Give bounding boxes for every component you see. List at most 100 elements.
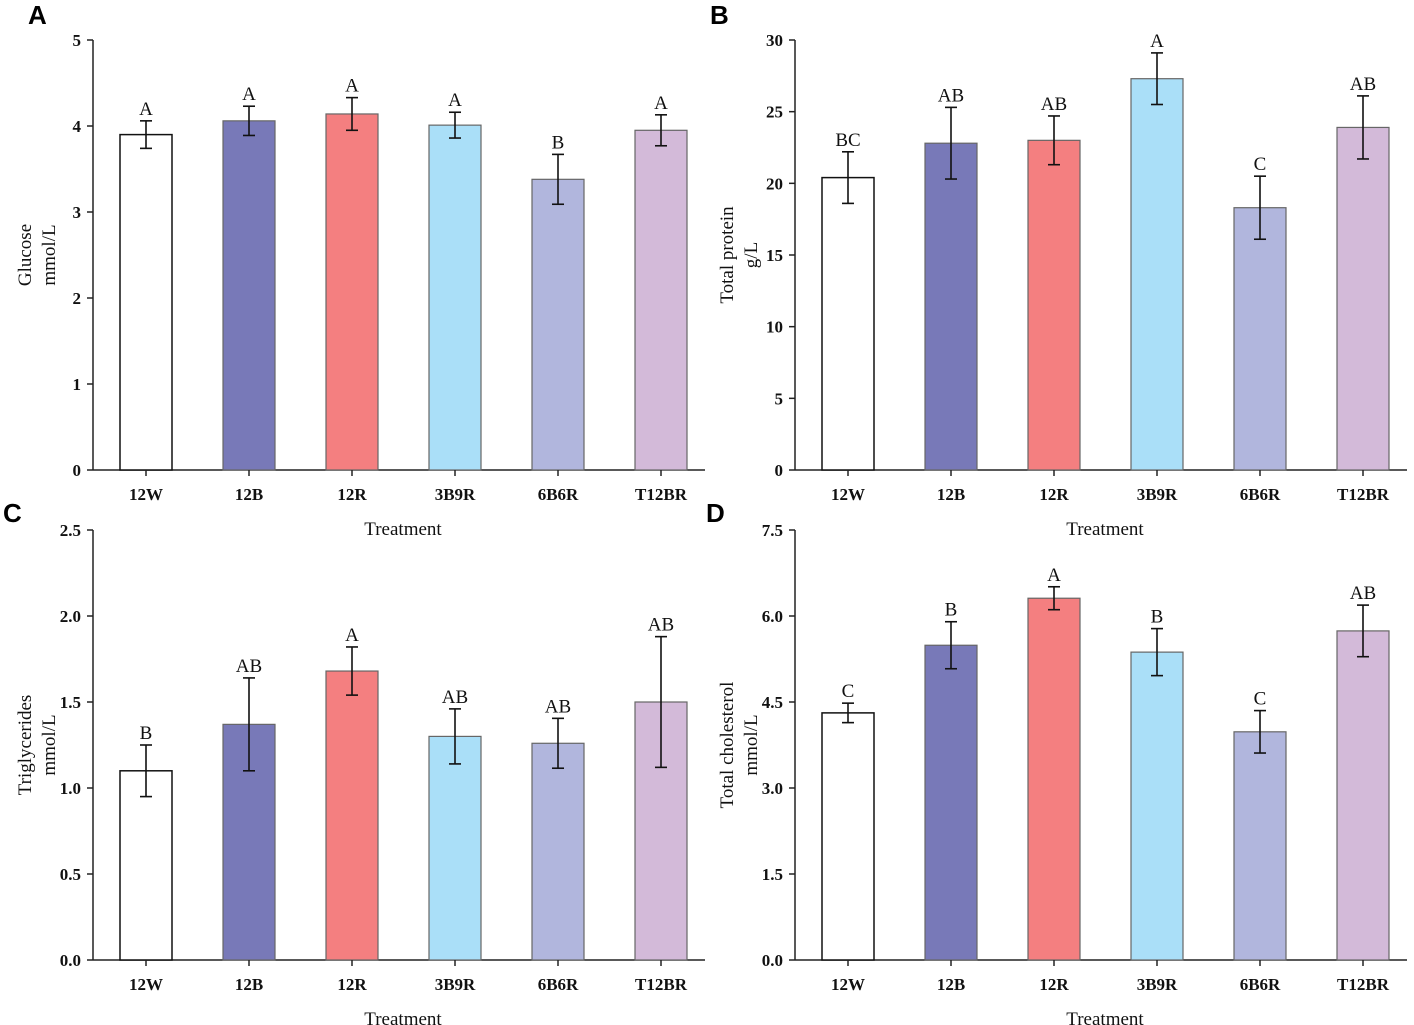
y-tick-label: 0.0 bbox=[60, 951, 81, 970]
bar-6b6r bbox=[1233, 207, 1287, 471]
x-tick-label: 6B6R bbox=[538, 485, 579, 504]
bar-12w bbox=[119, 770, 173, 961]
x-axis-label: Treatment bbox=[1066, 1009, 1144, 1025]
y-tick-label: 4 bbox=[73, 117, 82, 136]
panel-letter: B bbox=[710, 0, 729, 30]
x-tick-label: 12B bbox=[937, 485, 965, 504]
y-axis-label: mmol/L bbox=[741, 714, 762, 775]
y-axis-label: mmol/L bbox=[39, 224, 60, 285]
bar-t12br bbox=[1336, 630, 1390, 961]
y-tick-label: 1.0 bbox=[60, 779, 81, 798]
x-tick-label: 12R bbox=[1039, 485, 1069, 504]
bar-12b bbox=[222, 120, 276, 471]
x-tick-label: 3B9R bbox=[1137, 975, 1178, 994]
bar-t12br bbox=[634, 129, 688, 471]
x-tick-label: 12B bbox=[937, 975, 965, 994]
x-tick-label: 6B6R bbox=[1240, 975, 1281, 994]
panel-letter: D bbox=[706, 498, 725, 528]
significance-label: AB bbox=[236, 656, 262, 677]
bar-12w bbox=[821, 712, 875, 961]
x-tick-label: T12BR bbox=[635, 975, 688, 994]
significance-label: AB bbox=[442, 687, 468, 708]
bar-3b9r bbox=[428, 124, 482, 471]
y-tick-label: 20 bbox=[766, 174, 783, 193]
x-tick-label: 12R bbox=[337, 485, 367, 504]
bar-12r bbox=[325, 113, 379, 471]
significance-label: B bbox=[945, 600, 958, 621]
bar-3b9r bbox=[1130, 78, 1184, 471]
panel-c: C 0.0 0.5 1.0 1.5 2.0 2.5 Triglycerides mmol/L Tr… bbox=[3, 498, 705, 1025]
significance-label: C bbox=[842, 681, 855, 702]
x-axis-label: Treatment bbox=[364, 1009, 442, 1025]
y-axis-label: Glucose bbox=[15, 224, 36, 286]
significance-label: AB bbox=[1041, 94, 1067, 115]
y-tick-label: 0 bbox=[775, 461, 784, 480]
significance-label: AB bbox=[938, 85, 964, 106]
x-tick-label: 12W bbox=[129, 485, 163, 504]
panel-d: D 0.0 1.5 3.0 4.5 6.0 7.5 Total cholesterol mmol… bbox=[706, 498, 1407, 1025]
significance-label: B bbox=[552, 132, 565, 153]
x-axis-label: Treatment bbox=[1066, 519, 1144, 540]
significance-label: A bbox=[1047, 565, 1061, 586]
bar-12w bbox=[119, 133, 173, 471]
y-tick-label: 10 bbox=[766, 318, 783, 337]
bar-6b6r bbox=[1233, 731, 1287, 961]
y-axis-label: Triglycerides bbox=[15, 695, 36, 796]
x-tick-label: 12R bbox=[1039, 975, 1069, 994]
x-tick-label: 12B bbox=[235, 485, 263, 504]
bar-t12br bbox=[1336, 126, 1390, 471]
significance-label: A bbox=[448, 90, 462, 111]
bar-12b bbox=[924, 142, 978, 471]
y-tick-label: 5 bbox=[73, 31, 82, 50]
x-tick-label: T12BR bbox=[1337, 485, 1390, 504]
significance-label: A bbox=[242, 84, 256, 105]
panel-letter: C bbox=[3, 498, 22, 528]
significance-label: A bbox=[1150, 31, 1164, 52]
x-tick-label: 6B6R bbox=[1240, 485, 1281, 504]
y-tick-label: 0.0 bbox=[762, 951, 783, 970]
bar-12r bbox=[1027, 597, 1081, 961]
x-tick-label: T12BR bbox=[1337, 975, 1390, 994]
y-tick-label: 4.5 bbox=[762, 693, 783, 712]
bar-3b9r bbox=[428, 735, 482, 961]
significance-label: AB bbox=[1350, 583, 1376, 604]
significance-label: A bbox=[139, 99, 153, 120]
y-tick-label: 3 bbox=[73, 203, 82, 222]
y-tick-label: 3.0 bbox=[762, 779, 783, 798]
significance-label: B bbox=[1151, 607, 1164, 628]
y-tick-label: 1.5 bbox=[762, 865, 783, 884]
x-tick-label: 12W bbox=[831, 485, 865, 504]
bar-12r bbox=[1027, 139, 1081, 471]
y-axis-label: Total cholesterol bbox=[717, 682, 738, 809]
significance-label: A bbox=[345, 625, 359, 646]
x-tick-label: 3B9R bbox=[435, 485, 476, 504]
x-axis-label: Treatment bbox=[364, 519, 442, 540]
x-tick-label: 12W bbox=[831, 975, 865, 994]
bar-6b6r bbox=[531, 178, 585, 471]
x-tick-label: 12R bbox=[337, 975, 367, 994]
significance-label: A bbox=[654, 93, 668, 114]
bar-12b bbox=[924, 644, 978, 961]
y-tick-label: 7.5 bbox=[762, 521, 783, 540]
bar-12r bbox=[325, 670, 379, 961]
y-axis-label: g/L bbox=[741, 242, 762, 268]
y-tick-label: 0.5 bbox=[60, 865, 81, 884]
significance-label: AB bbox=[648, 615, 674, 636]
significance-label: AB bbox=[545, 696, 571, 717]
y-tick-label: 0 bbox=[73, 461, 82, 480]
x-tick-label: 12W bbox=[129, 975, 163, 994]
y-tick-label: 2 bbox=[73, 289, 82, 308]
significance-label: A bbox=[345, 76, 359, 97]
y-tick-label: 25 bbox=[766, 103, 783, 122]
x-tick-label: 6B6R bbox=[538, 975, 579, 994]
x-tick-label: 3B9R bbox=[1137, 485, 1178, 504]
y-tick-label: 30 bbox=[766, 31, 783, 50]
y-axis-label: mmol/L bbox=[39, 714, 60, 775]
significance-label: AB bbox=[1350, 74, 1376, 95]
x-tick-label: 12B bbox=[235, 975, 263, 994]
bar-12w bbox=[821, 176, 875, 471]
y-tick-label: 1 bbox=[73, 375, 82, 394]
significance-label: B bbox=[140, 723, 153, 744]
significance-label: C bbox=[1254, 689, 1267, 710]
